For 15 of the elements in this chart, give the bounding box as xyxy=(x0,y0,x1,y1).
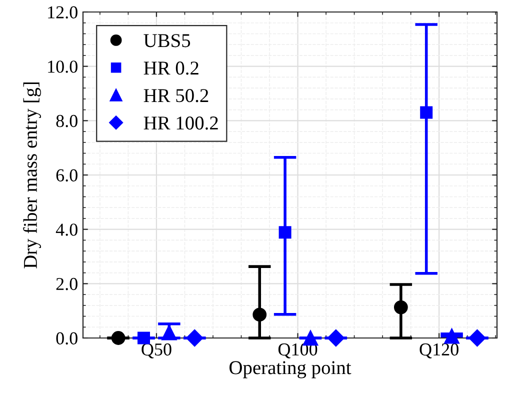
y-tick-label: 8.0 xyxy=(56,114,78,128)
x-tick-label: Q50 xyxy=(142,343,172,358)
x-axis-title: Operating point xyxy=(230,361,352,378)
legend-label: HR 50.2 xyxy=(144,89,208,102)
legend-label: UBS5 xyxy=(144,34,190,48)
y-tick-label: 0.0 xyxy=(56,332,78,345)
y-tick-label: 10.0 xyxy=(48,60,78,73)
y-tick-label: 4.0 xyxy=(56,224,78,236)
y-tick-label: 12.0 xyxy=(48,6,78,19)
y-tick-label: 2.0 xyxy=(56,278,78,290)
legend-label: HR 0.2 xyxy=(144,62,198,75)
y-tick-label: 6.0 xyxy=(56,169,78,182)
y-axis-title: Dry fiber mass entry [g] xyxy=(23,82,41,268)
x-tick-label: Q120 xyxy=(420,343,458,358)
legend-label: HR 100.2 xyxy=(144,116,218,130)
